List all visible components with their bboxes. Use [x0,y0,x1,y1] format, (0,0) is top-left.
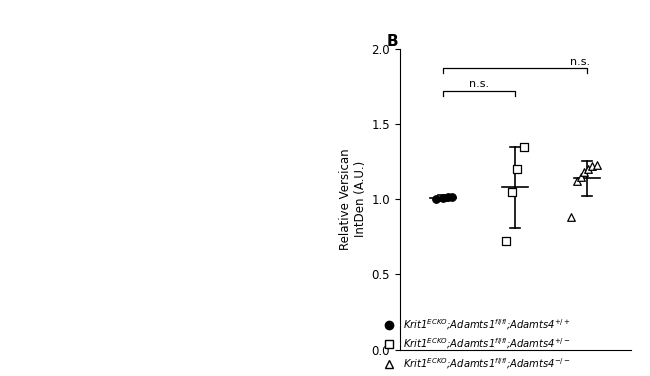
Point [586,163,597,169]
Y-axis label: Relative Versican
IntDen (A.U.): Relative Versican IntDen (A.U.) [339,149,367,250]
Point [583,166,593,172]
Text: B: B [387,34,398,49]
Point [512,166,523,172]
Point [575,174,586,180]
Point [506,189,517,195]
Point [592,162,603,168]
Point [572,178,582,184]
Point [438,195,448,201]
Text: n.s.: n.s. [469,79,489,89]
Point [579,169,590,175]
Point [443,194,453,200]
Legend: Krit1$^{ECKO}$;Adamts1$^{fl/fl}$;Adamts4$^{+/+}$, Krit1$^{ECKO}$;Adamts1$^{fl/fl: Krit1$^{ECKO}$;Adamts1$^{fl/fl}$;Adamts4… [379,317,571,371]
Point [500,238,511,244]
Point [519,144,529,150]
Point [447,194,458,200]
Point [430,196,441,202]
Point [566,214,577,220]
Text: n.s.: n.s. [570,57,590,67]
